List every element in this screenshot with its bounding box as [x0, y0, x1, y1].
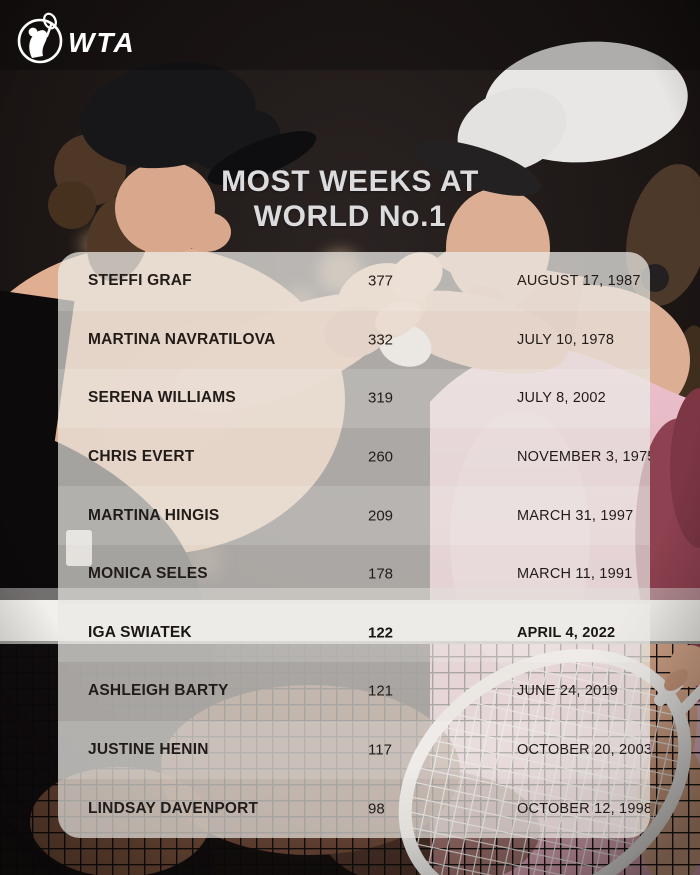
title-line-2: WORLD No.1: [253, 200, 447, 234]
date-reached: APRIL 4, 2022: [517, 624, 616, 641]
weeks-count: 98: [368, 800, 385, 818]
date-reached: AUGUST 17, 1987: [517, 273, 641, 290]
player-name: JUSTINE HENIN: [88, 741, 209, 759]
weeks-count: 178: [368, 565, 394, 583]
table-row: MONICA SELES 178 MARCH 11, 1991: [58, 545, 650, 604]
table-row: ASHLEIGH BARTY 121 JUNE 24, 2019: [58, 662, 650, 721]
player-name: STEFFI GRAF: [88, 272, 192, 290]
wta-wordmark: WTA: [68, 27, 136, 58]
table-row: MARTINA NAVRATILOVA 332 JULY 10, 1978: [58, 311, 650, 370]
weeks-count: 122: [368, 624, 394, 642]
date-reached: JUNE 24, 2019: [517, 683, 618, 700]
table-row: IGA SWIATEK 122 APRIL 4, 2022: [58, 603, 650, 663]
player-name: MARTINA NAVRATILOVA: [88, 330, 276, 348]
player-name: CHRIS EVERT: [88, 448, 195, 466]
ranking-panel: STEFFI GRAF 377 AUGUST 17, 1987 MARTINA NAV…: [58, 252, 650, 838]
player-name: LINDSAY DAVENPORT: [88, 799, 259, 817]
table-row: SERENA WILLIAMS 319 JULY 8, 2002: [58, 369, 650, 428]
table-row: CHRIS EVERT 260 NOVEMBER 3, 1975: [58, 428, 650, 487]
date-reached: MARCH 11, 1991: [517, 566, 633, 583]
weeks-count: 319: [368, 389, 394, 407]
table-row: LINDSAY DAVENPORT 98 OCTOBER 12, 1998: [58, 779, 650, 838]
date-reached: NOVEMBER 3, 1975: [517, 449, 650, 466]
player-name: IGA SWIATEK: [88, 623, 192, 641]
weeks-count: 117: [368, 741, 392, 759]
weeks-count: 209: [368, 507, 394, 525]
player-name: ASHLEIGH BARTY: [88, 682, 229, 700]
wta-player-emblem-icon: WTA: [17, 12, 136, 64]
title-line-1: MOST WEEKS AT: [221, 165, 479, 198]
player-name: MONICA SELES: [88, 565, 208, 583]
weeks-count: 332: [368, 331, 394, 349]
weeks-count: 377: [368, 272, 394, 290]
player-name: MARTINA HINGIS: [88, 506, 220, 524]
table-row: STEFFI GRAF 377 AUGUST 17, 1987: [58, 252, 650, 311]
table-row: JUSTINE HENIN 117 OCTOBER 20, 2003: [58, 720, 650, 780]
date-reached: OCTOBER 20, 2003: [517, 742, 650, 759]
page-title: MOST WEEKS AT WORLD No.1: [90, 164, 610, 235]
date-reached: MARCH 31, 1997: [517, 507, 634, 524]
ranking-table-body: STEFFI GRAF 377 AUGUST 17, 1987 MARTINA NAV…: [58, 252, 650, 838]
table-row: MARTINA HINGIS 209 MARCH 31, 1997: [58, 486, 650, 545]
weeks-count: 121: [368, 682, 394, 700]
date-reached: OCTOBER 12, 1998: [517, 800, 650, 817]
wta-logo: WTA: [14, 10, 144, 72]
weeks-count: 260: [368, 448, 394, 466]
date-reached: JULY 10, 1978: [517, 331, 615, 348]
player-name: SERENA WILLIAMS: [88, 389, 236, 407]
date-reached: JULY 8, 2002: [517, 390, 606, 407]
